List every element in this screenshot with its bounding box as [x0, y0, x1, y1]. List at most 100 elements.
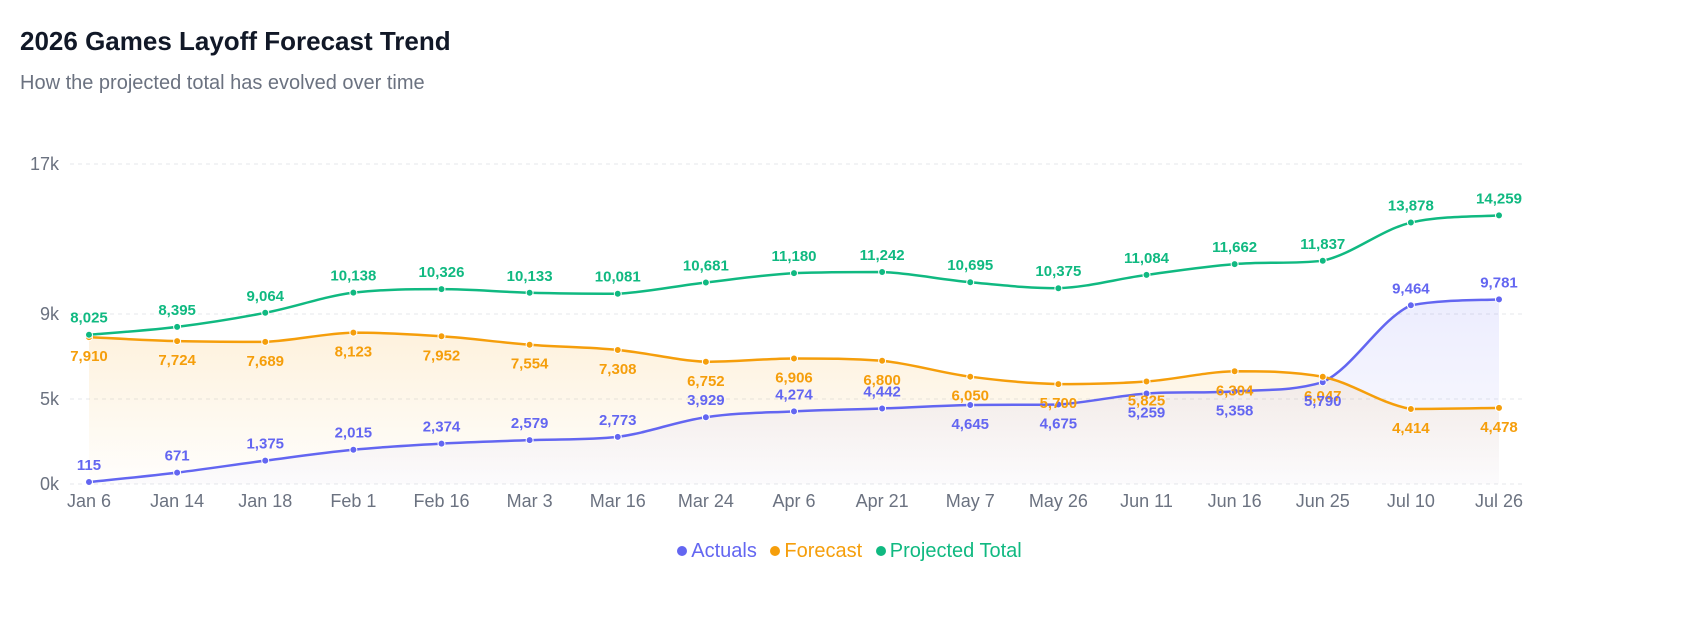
- data-label-projected: 11,180: [771, 248, 816, 265]
- data-point-actuals[interactable]: [261, 456, 270, 465]
- chart-subtitle: How the projected total has evolved over…: [20, 72, 425, 94]
- data-point-forecast[interactable]: [349, 328, 358, 337]
- x-tick-label: Feb 16: [413, 491, 469, 511]
- data-label-projected: 11,837: [1300, 236, 1345, 253]
- data-point-forecast[interactable]: [878, 356, 887, 365]
- data-label-projected: 10,681: [683, 257, 729, 274]
- data-point-actuals[interactable]: [701, 413, 710, 422]
- data-point-forecast[interactable]: [1142, 377, 1151, 386]
- data-point-projected[interactable]: [613, 289, 622, 298]
- data-point-projected[interactable]: [525, 288, 534, 297]
- data-label-forecast: 7,554: [511, 356, 549, 373]
- data-point-projected[interactable]: [1406, 218, 1415, 227]
- x-tick-label: Feb 1: [330, 491, 376, 511]
- data-label-actuals: 5,790: [1304, 393, 1342, 410]
- data-point-forecast[interactable]: [790, 354, 798, 363]
- legend-label-forecast: Forecast: [784, 540, 863, 562]
- data-label-projected: 10,081: [595, 269, 641, 286]
- data-label-projected: 11,242: [860, 247, 905, 264]
- data-point-actuals[interactable]: [349, 445, 358, 454]
- data-point-forecast[interactable]: [1054, 380, 1063, 389]
- legend-item-forecast[interactable]: Forecast: [770, 540, 862, 563]
- data-label-projected: 13,878: [1388, 198, 1434, 215]
- data-point-actuals[interactable]: [173, 468, 182, 477]
- data-point-forecast[interactable]: [1230, 367, 1239, 376]
- data-label-projected: 14,259: [1476, 190, 1522, 207]
- legend-dot-icon: [770, 545, 781, 556]
- data-point-actuals[interactable]: [85, 478, 93, 487]
- data-point-projected[interactable]: [437, 285, 446, 294]
- data-label-projected: 10,326: [419, 264, 465, 281]
- data-point-actuals[interactable]: [966, 401, 975, 410]
- x-tick-label: Mar 24: [678, 491, 734, 511]
- data-point-projected[interactable]: [701, 278, 710, 287]
- data-point-forecast[interactable]: [261, 337, 270, 346]
- data-point-actuals[interactable]: [525, 436, 534, 445]
- x-tick-label: Jun 25: [1296, 491, 1350, 511]
- data-point-actuals[interactable]: [1054, 400, 1063, 409]
- legend-dot-icon: [677, 545, 688, 556]
- data-label-actuals: 2,374: [423, 419, 461, 436]
- chart-title: 2026 Games Layoff Forecast Trend: [20, 26, 451, 56]
- x-tick-label: Mar 3: [507, 491, 553, 511]
- data-point-actuals[interactable]: [437, 439, 446, 448]
- chart-legend: Actuals Forecast Projected Total: [0, 540, 1699, 563]
- data-point-forecast[interactable]: [1495, 403, 1503, 412]
- legend-label-actuals: Actuals: [691, 540, 757, 562]
- data-point-projected[interactable]: [1054, 284, 1063, 293]
- data-label-forecast: 4,414: [1392, 420, 1430, 437]
- data-label-actuals: 671: [165, 448, 190, 465]
- data-label-actuals: 2,773: [599, 412, 637, 429]
- data-point-forecast[interactable]: [966, 372, 975, 381]
- data-point-projected[interactable]: [1142, 270, 1151, 279]
- data-label-actuals: 2,579: [511, 415, 549, 432]
- data-point-projected[interactable]: [790, 269, 798, 278]
- data-point-projected[interactable]: [85, 330, 93, 339]
- data-label-actuals: 5,358: [1216, 402, 1254, 419]
- data-label-forecast: 6,050: [951, 388, 989, 405]
- data-point-forecast[interactable]: [525, 340, 534, 349]
- data-label-actuals: 1,375: [246, 436, 284, 453]
- legend-item-projected[interactable]: Projected Total: [875, 540, 1022, 563]
- data-point-actuals[interactable]: [1406, 301, 1415, 310]
- data-point-projected[interactable]: [1495, 211, 1503, 220]
- data-point-forecast[interactable]: [1406, 404, 1415, 413]
- data-point-projected[interactable]: [1318, 256, 1327, 265]
- line-chart: 8,025 7,910 115 8,395 7,724 671 9,064 7,689 1,37…: [30, 154, 1523, 511]
- data-point-actuals[interactable]: [613, 432, 622, 441]
- data-point-projected[interactable]: [349, 288, 358, 297]
- data-point-forecast[interactable]: [437, 332, 446, 341]
- data-point-actuals[interactable]: [878, 404, 887, 413]
- legend-item-actuals[interactable]: Actuals: [677, 540, 757, 563]
- data-points: [85, 211, 1503, 487]
- data-label-actuals: 115: [77, 457, 101, 474]
- data-label-forecast: 6,047: [1304, 388, 1342, 405]
- data-label-forecast: 7,308: [599, 361, 637, 378]
- data-point-actuals[interactable]: [1495, 295, 1503, 304]
- data-point-actuals[interactable]: [1142, 389, 1151, 398]
- y-tick-label: 0k: [40, 474, 60, 494]
- data-point-forecast[interactable]: [701, 357, 710, 366]
- data-point-forecast[interactable]: [1318, 372, 1327, 381]
- data-label-forecast: 7,952: [423, 347, 461, 364]
- x-tick-label: Jan 6: [67, 491, 111, 511]
- data-point-projected[interactable]: [966, 278, 975, 287]
- data-point-forecast[interactable]: [613, 345, 622, 354]
- data-point-forecast[interactable]: [173, 337, 182, 346]
- data-label-projected: 10,133: [507, 268, 553, 285]
- data-point-actuals[interactable]: [790, 407, 798, 416]
- x-tick-label: May 26: [1029, 491, 1088, 511]
- data-label-actuals: 5,259: [1128, 404, 1166, 421]
- data-point-projected[interactable]: [261, 308, 270, 317]
- data-point-projected[interactable]: [878, 267, 887, 276]
- data-label-forecast: 7,910: [70, 348, 108, 365]
- data-label-actuals: 3,929: [687, 392, 725, 409]
- data-label-actuals: 9,781: [1480, 274, 1518, 291]
- x-tick-label: Jul 10: [1387, 491, 1435, 511]
- data-label-actuals: 4,442: [863, 383, 901, 400]
- data-point-projected[interactable]: [173, 322, 182, 331]
- data-point-projected[interactable]: [1230, 260, 1239, 269]
- y-tick-label: 17k: [30, 154, 60, 174]
- data-point-actuals[interactable]: [1230, 387, 1239, 396]
